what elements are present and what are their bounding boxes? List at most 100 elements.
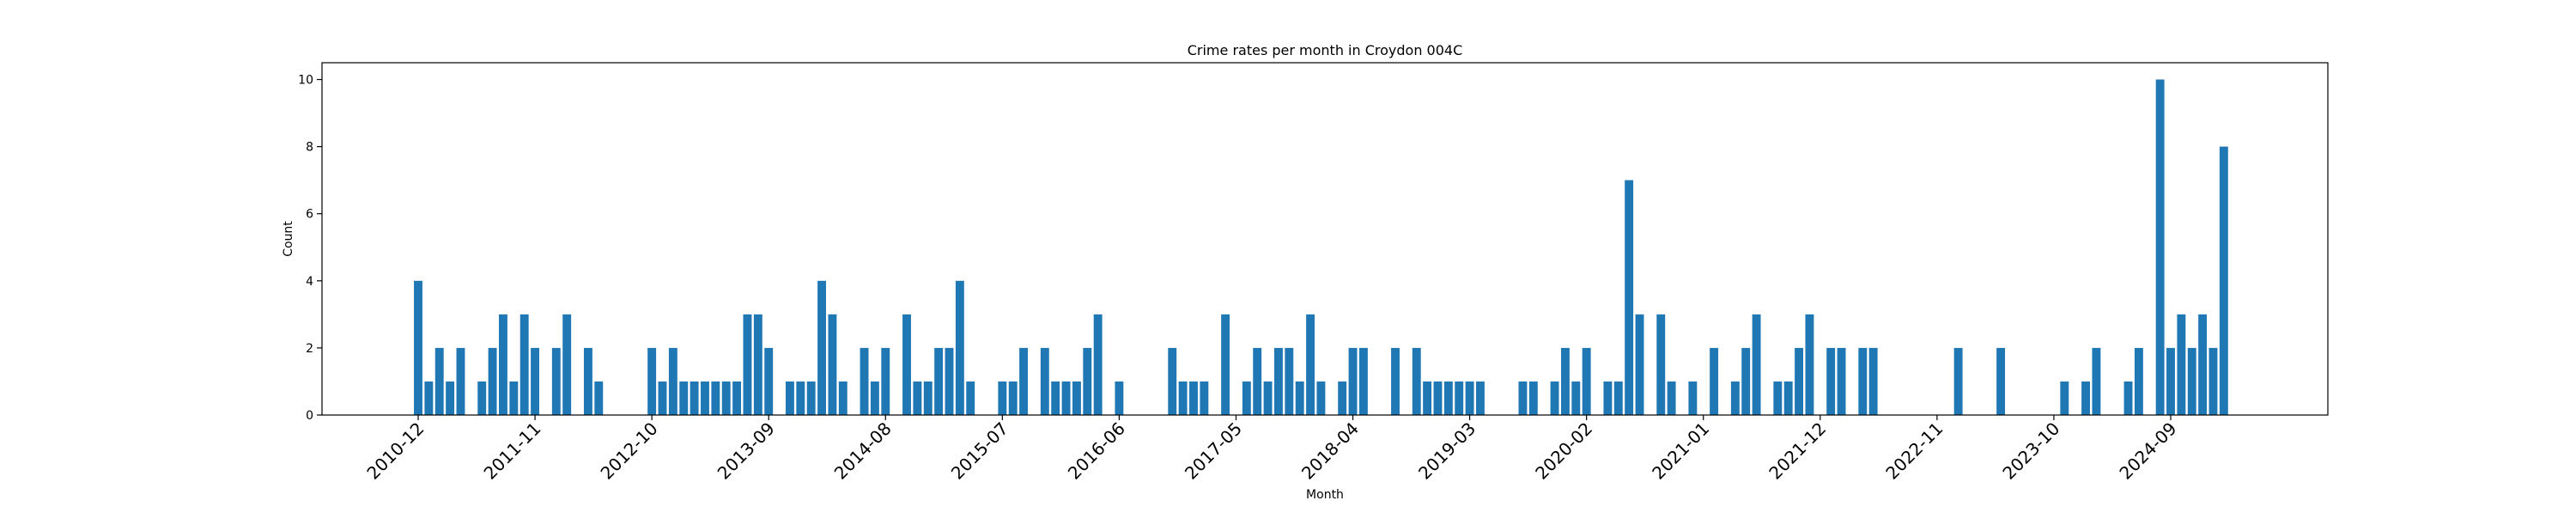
bar-2013-09 bbox=[764, 347, 774, 415]
bar-2024-11 bbox=[2187, 347, 2196, 415]
bar-2017-09 bbox=[1274, 347, 1283, 415]
bar-2025-01 bbox=[2208, 347, 2218, 415]
bar-2017-02 bbox=[1200, 381, 1209, 415]
x-axis-label: Month bbox=[1306, 488, 1344, 502]
bar-2019-04 bbox=[1476, 381, 1485, 415]
bar-2017-08 bbox=[1263, 381, 1273, 415]
bar-2016-01 bbox=[1061, 381, 1071, 415]
bar-2015-11 bbox=[1040, 347, 1049, 415]
bar-2013-05 bbox=[721, 381, 731, 415]
x-tick-label: 2013-09 bbox=[714, 418, 779, 484]
bar-2020-05 bbox=[1613, 381, 1623, 415]
bar-2018-11 bbox=[1423, 381, 1432, 415]
bar-2017-07 bbox=[1253, 347, 1262, 415]
y-axis: 0 2 4 6 8 10 bbox=[298, 74, 322, 423]
bar-2020-12 bbox=[1688, 381, 1698, 415]
bar-2014-07 bbox=[870, 381, 879, 415]
bar-2018-01 bbox=[1316, 381, 1326, 415]
y-axis-label: Count bbox=[282, 221, 295, 257]
bar-2014-03 bbox=[828, 314, 837, 415]
y-tick-label: 8 bbox=[306, 141, 313, 155]
bar-2012-05 bbox=[594, 381, 604, 415]
bar-2013-07 bbox=[743, 314, 752, 415]
bar-2020-09 bbox=[1656, 314, 1666, 415]
y-tick-label: 0 bbox=[306, 409, 313, 423]
x-tick-label: 2010-12 bbox=[362, 418, 428, 484]
bar-2017-06 bbox=[1242, 381, 1251, 415]
bar-2019-08 bbox=[1518, 381, 1528, 415]
bar-2014-12 bbox=[923, 381, 933, 415]
bar-2011-11 bbox=[531, 347, 540, 415]
bar-2015-03 bbox=[955, 280, 964, 415]
x-axis: 2010-12 2011-11 2012-10 2013-09 2014-08 2015-… bbox=[362, 415, 2181, 484]
bar-2011-03 bbox=[446, 381, 455, 415]
bar-2010-12 bbox=[414, 280, 422, 415]
bar-2019-01 bbox=[1443, 381, 1453, 415]
bar-2021-05 bbox=[1741, 347, 1751, 415]
bar-2013-04 bbox=[711, 381, 720, 415]
bar-2024-10 bbox=[2177, 314, 2186, 415]
bar-2020-07 bbox=[1635, 314, 1644, 415]
bar-2021-04 bbox=[1730, 381, 1740, 415]
x-tick-label: 2011-11 bbox=[480, 418, 545, 484]
bar-2015-08 bbox=[1008, 381, 1018, 415]
bar-2014-11 bbox=[913, 381, 922, 415]
bar-2017-11 bbox=[1295, 381, 1304, 415]
bar-2012-01 bbox=[551, 347, 561, 415]
bar-2022-04 bbox=[1858, 347, 1868, 415]
x-tick-label: 2019-03 bbox=[1414, 418, 1479, 484]
bar-2015-07 bbox=[998, 381, 1007, 415]
bar-2020-04 bbox=[1603, 381, 1613, 415]
bar-2017-12 bbox=[1306, 314, 1315, 415]
bar-2021-11 bbox=[1805, 314, 1814, 415]
bar-2014-01 bbox=[806, 381, 816, 415]
bar-2016-12 bbox=[1178, 381, 1188, 415]
bar-2011-09 bbox=[509, 381, 519, 415]
bar-2011-02 bbox=[434, 347, 444, 415]
bar-2013-01 bbox=[679, 381, 689, 415]
x-tick-label: 2022-11 bbox=[1881, 418, 1947, 484]
x-tick-label: 2015-07 bbox=[947, 418, 1012, 484]
bar-2024-09 bbox=[2166, 347, 2175, 415]
bar-2013-02 bbox=[690, 381, 699, 415]
bar-2014-10 bbox=[902, 314, 911, 415]
bar-2021-06 bbox=[1752, 314, 1761, 415]
bar-2021-10 bbox=[1795, 347, 1804, 415]
bar-2024-05 bbox=[2123, 381, 2133, 415]
x-tick-label: 2024-09 bbox=[2115, 418, 2180, 484]
bar-2017-10 bbox=[1285, 347, 1294, 415]
bar-2023-01 bbox=[1953, 347, 1963, 415]
x-tick-label: 2017-05 bbox=[1181, 418, 1246, 484]
x-tick-label: 2020-02 bbox=[1531, 418, 1596, 484]
bar-2016-04 bbox=[1093, 314, 1103, 415]
bar-2011-06 bbox=[477, 381, 487, 415]
y-tick-label: 2 bbox=[306, 342, 313, 356]
bar-2012-02 bbox=[562, 314, 572, 415]
bar-2021-02 bbox=[1710, 347, 1719, 415]
chart-title: Crime rates per month in Croydon 004C bbox=[1188, 42, 1463, 58]
y-tick-label: 6 bbox=[306, 208, 313, 222]
x-tick-label: 2023-10 bbox=[1998, 418, 2063, 484]
bar-2017-01 bbox=[1189, 381, 1198, 415]
bar-2018-08 bbox=[1391, 347, 1400, 415]
bar-2018-10 bbox=[1412, 347, 1421, 415]
bar-2013-12 bbox=[796, 381, 805, 415]
x-tick-label: 2018-04 bbox=[1297, 418, 1363, 484]
bar-2012-11 bbox=[658, 381, 667, 415]
bar-2015-09 bbox=[1019, 347, 1029, 415]
bar-2012-04 bbox=[583, 347, 592, 415]
bar-2015-12 bbox=[1051, 381, 1060, 415]
bar-2016-02 bbox=[1072, 381, 1081, 415]
bar-2024-06 bbox=[2134, 347, 2143, 415]
y-tick-label: 10 bbox=[298, 74, 313, 88]
bar-2017-04 bbox=[1221, 314, 1230, 415]
bar-2025-02 bbox=[2219, 146, 2228, 415]
bar-2015-01 bbox=[934, 347, 944, 415]
bar-2019-03 bbox=[1465, 381, 1474, 415]
bar-2014-06 bbox=[860, 347, 869, 415]
bar-2013-11 bbox=[785, 381, 794, 415]
x-tick-label: 2021-12 bbox=[1765, 418, 1830, 484]
bar-2021-09 bbox=[1783, 381, 1793, 415]
bar-2021-08 bbox=[1773, 381, 1783, 415]
